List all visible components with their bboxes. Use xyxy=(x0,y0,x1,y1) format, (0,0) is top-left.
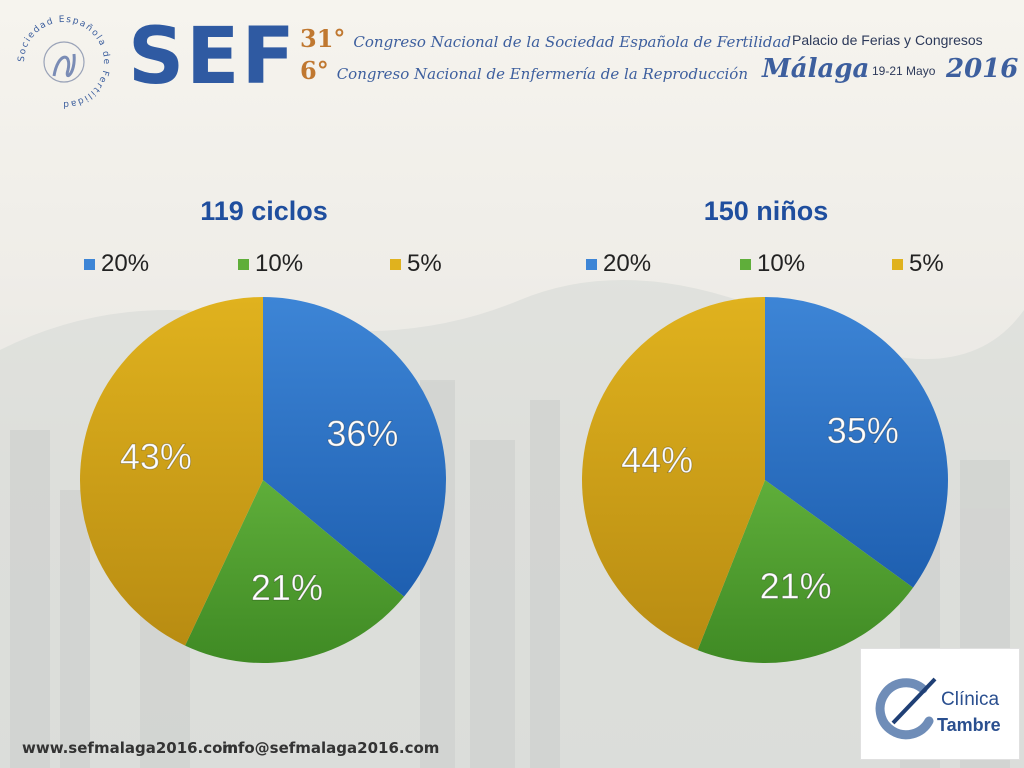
chart-1-legend-item: 10% xyxy=(238,250,303,278)
legend-swatch xyxy=(892,258,903,270)
sef-seal-logo: Sociedad Española de Fertilidad xyxy=(17,15,111,109)
chart-1-pie: 36% 21% 43% xyxy=(80,297,446,663)
logo-text-tambre: Tambre xyxy=(937,715,1001,735)
chart-1-legend-item: 5% xyxy=(390,250,442,278)
legend-label: 20% xyxy=(603,250,652,277)
legend-swatch xyxy=(238,258,249,270)
legend-swatch xyxy=(390,258,401,270)
pie-data-label: 21% xyxy=(760,565,832,606)
pie-data-label: 35% xyxy=(827,410,899,451)
legend-label: 10% xyxy=(757,250,806,277)
pie-data-label: 44% xyxy=(621,439,693,480)
pie-slice-5% xyxy=(80,297,263,646)
clinica-tambre-logo: Clínica Tambre xyxy=(860,648,1020,760)
pie-slice-20% xyxy=(263,297,446,597)
legend-label: 5% xyxy=(407,250,442,277)
chart-2-legend-item: 20% xyxy=(586,250,651,278)
pie-data-label: 36% xyxy=(326,413,398,454)
pie-data-label: 21% xyxy=(251,567,323,608)
tambre-mark-icon xyxy=(875,677,937,740)
pie-slice-10% xyxy=(697,480,914,663)
legend-swatch xyxy=(84,258,95,270)
chart-2-pie: 35% 21% 44% xyxy=(582,297,948,663)
chart-2-legend: 20% 10% 5% xyxy=(582,250,962,280)
chart-2-legend-item: 10% xyxy=(740,250,805,278)
congress-line-2-number: 6° xyxy=(300,56,329,85)
event-year: 2016 xyxy=(946,54,1019,84)
legend-label: 20% xyxy=(101,250,150,277)
congress-line-2: 6° Congreso Nacional de Enfermería de la … xyxy=(300,56,748,85)
congress-line-1-number: 31° xyxy=(300,24,346,53)
brand-logo-text: SEF xyxy=(128,12,297,102)
legend-label: 5% xyxy=(909,250,944,277)
city: Málaga xyxy=(762,54,870,84)
congress-line-1: 31° Congreso Nacional de la Sociedad Espa… xyxy=(300,24,791,53)
legend-swatch xyxy=(740,258,751,270)
chart-2-title: 150 niños xyxy=(703,196,829,226)
chart-1-legend: 20% 10% 5% xyxy=(80,250,460,280)
pie-slice-20% xyxy=(765,297,948,588)
congress-line-2-text: Congreso Nacional de Enfermería de la Re… xyxy=(336,65,749,83)
svg-text:Sociedad Española de Fertilida: Sociedad Española de Fertilidad xyxy=(17,15,111,109)
legend-swatch xyxy=(586,258,597,270)
congress-line-1-text: Congreso Nacional de la Sociedad Español… xyxy=(353,33,792,51)
chart-1-legend-item: 20% xyxy=(84,250,149,278)
event-dates: 19-21 Mayo xyxy=(872,64,936,78)
venue: Palacio de Ferias y Congresos xyxy=(792,32,983,48)
chart-1-title: 119 ciclos xyxy=(200,196,328,226)
chart-2-legend-item: 5% xyxy=(892,250,944,278)
legend-label: 10% xyxy=(255,250,304,277)
website-link[interactable]: www.sefmalaga2016.com xyxy=(22,739,239,757)
header: Sociedad Española de Fertilidad SEF 31° C… xyxy=(0,0,1024,120)
pie-slice-5% xyxy=(582,297,765,651)
email-link[interactable]: info@sefmalaga2016.com xyxy=(222,739,440,757)
pie-data-label: 43% xyxy=(120,436,192,477)
logo-text-clinica: Clínica xyxy=(941,689,1000,710)
pie-slice-10% xyxy=(185,480,405,663)
